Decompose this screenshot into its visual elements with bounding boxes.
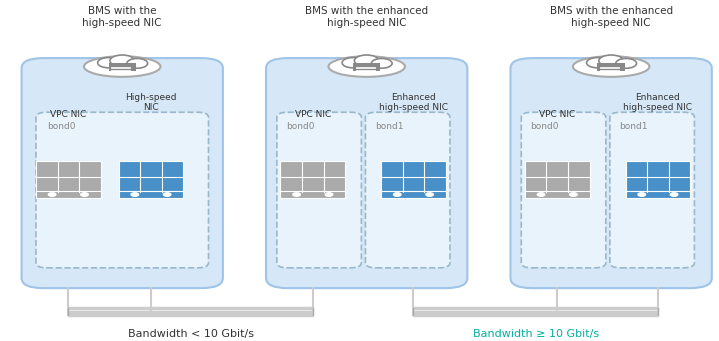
Circle shape — [638, 193, 646, 196]
Bar — [119, 161, 183, 192]
Circle shape — [342, 58, 364, 68]
Ellipse shape — [84, 56, 160, 77]
Circle shape — [110, 55, 134, 66]
Bar — [525, 161, 590, 192]
Circle shape — [81, 193, 88, 196]
Text: bond0: bond0 — [286, 122, 315, 131]
Text: VPC NIC: VPC NIC — [539, 110, 575, 119]
Circle shape — [599, 55, 623, 66]
Bar — [353, 63, 380, 71]
Circle shape — [127, 58, 147, 68]
Text: BMS with the
high-speed NIC: BMS with the high-speed NIC — [83, 6, 162, 28]
Bar — [381, 191, 446, 198]
Circle shape — [325, 193, 333, 196]
Circle shape — [537, 193, 545, 196]
Circle shape — [163, 193, 171, 196]
FancyBboxPatch shape — [266, 58, 467, 288]
Ellipse shape — [573, 56, 649, 77]
Text: bond1: bond1 — [375, 122, 403, 131]
Text: BMS with the enhanced
high-speed NIC: BMS with the enhanced high-speed NIC — [305, 6, 429, 28]
Text: High-speed
NIC: High-speed NIC — [125, 93, 177, 112]
FancyBboxPatch shape — [510, 58, 712, 288]
Text: VPC NIC: VPC NIC — [295, 110, 331, 119]
Text: VPC NIC: VPC NIC — [50, 110, 86, 119]
Bar — [381, 161, 446, 192]
Bar — [36, 191, 101, 198]
Bar — [109, 63, 136, 71]
Circle shape — [354, 55, 379, 66]
Circle shape — [569, 193, 577, 196]
Circle shape — [615, 58, 636, 68]
Text: bond1: bond1 — [619, 122, 648, 131]
Text: Bandwidth ≥ 10 Gbit/s: Bandwidth ≥ 10 Gbit/s — [472, 329, 599, 339]
Bar — [36, 161, 101, 192]
FancyBboxPatch shape — [277, 112, 362, 268]
Circle shape — [293, 193, 301, 196]
Text: Enhanced
high-speed NIC: Enhanced high-speed NIC — [379, 93, 448, 112]
Circle shape — [98, 58, 119, 68]
FancyBboxPatch shape — [36, 112, 209, 268]
Ellipse shape — [329, 56, 405, 77]
Bar — [280, 161, 345, 192]
Bar — [280, 191, 345, 198]
Circle shape — [587, 58, 608, 68]
Circle shape — [48, 193, 56, 196]
Text: bond0: bond0 — [531, 122, 559, 131]
FancyBboxPatch shape — [365, 112, 450, 268]
Text: bond0: bond0 — [47, 122, 75, 131]
Bar — [119, 191, 183, 198]
Bar — [525, 191, 590, 198]
Bar — [626, 191, 690, 198]
Text: BMS with the enhanced
high-speed NIC: BMS with the enhanced high-speed NIC — [549, 6, 673, 28]
Circle shape — [131, 193, 139, 196]
Circle shape — [371, 58, 392, 68]
FancyBboxPatch shape — [22, 58, 223, 288]
Text: Enhanced
high-speed NIC: Enhanced high-speed NIC — [623, 93, 692, 112]
Circle shape — [426, 193, 434, 196]
Bar — [626, 161, 690, 192]
FancyBboxPatch shape — [521, 112, 606, 268]
FancyBboxPatch shape — [610, 112, 695, 268]
Bar — [597, 63, 625, 71]
Circle shape — [393, 193, 401, 196]
Text: Bandwidth < 10 Gbit/s: Bandwidth < 10 Gbit/s — [127, 329, 254, 339]
Circle shape — [670, 193, 678, 196]
